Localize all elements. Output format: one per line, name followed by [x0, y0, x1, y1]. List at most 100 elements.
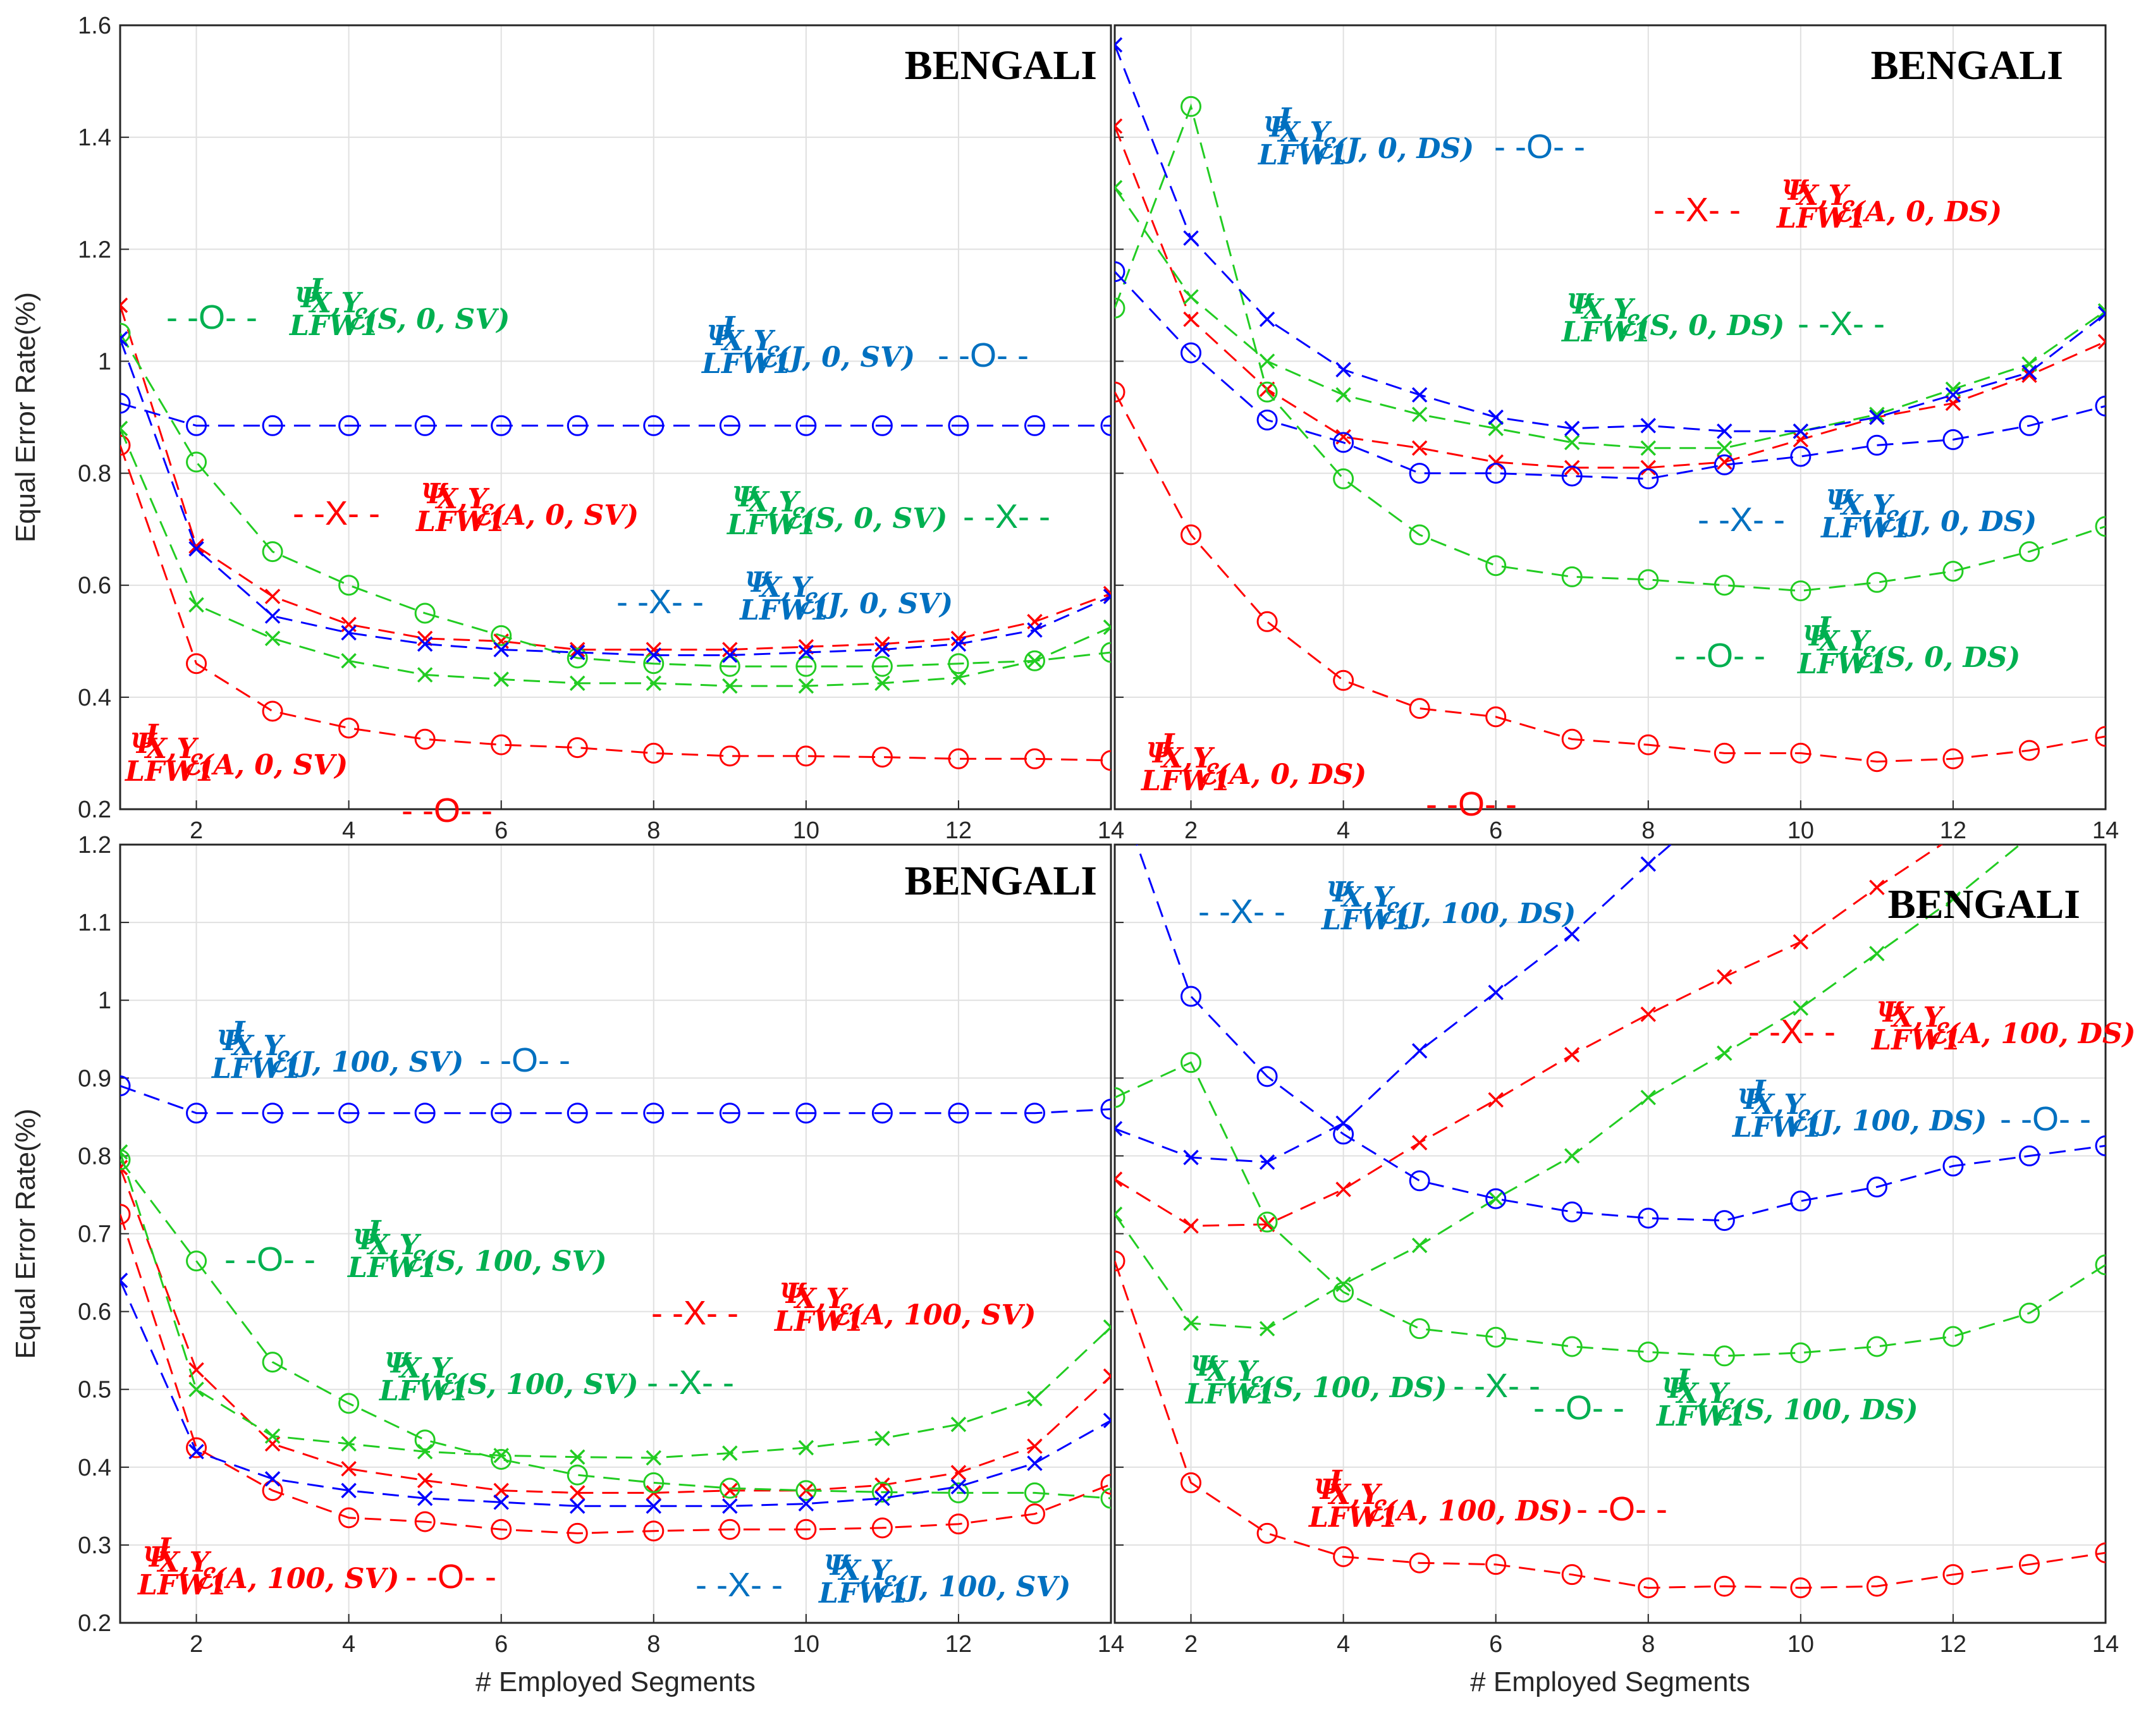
formula-subscript: LFW1 — [1731, 1111, 1822, 1144]
data-point-circle — [1714, 1575, 1735, 1597]
formula-subscript: LFW1 — [415, 506, 506, 538]
data-point-cross — [417, 1443, 433, 1460]
data-point-cross — [417, 667, 433, 683]
data-point-circle — [1790, 1342, 1812, 1364]
series-line-red-o — [1115, 1261, 2106, 1589]
formula-expression: ℰ(A, 0, SV) — [183, 749, 348, 781]
data-point-cross — [120, 331, 128, 347]
data-point-circle — [567, 1103, 588, 1124]
data-point-circle — [491, 734, 512, 755]
data-point-circle — [1866, 1575, 1887, 1597]
panel-watermark: BENGALI — [905, 858, 1097, 904]
panel-watermark: BENGALI — [1888, 881, 2080, 927]
chart-panel-top-right: 2 4 6 8 10 12 14 BENGALI — [1113, 24, 2119, 844]
x-tick-label: 14 — [1098, 817, 1124, 844]
formula-expression: ℰ(S, 0, SV) — [785, 503, 947, 535]
data-point-circle — [643, 415, 665, 436]
data-point-circle — [1333, 1281, 1354, 1303]
data-point-cross — [264, 608, 281, 624]
data-point-circle — [567, 647, 588, 669]
series-line-red-x — [120, 1167, 1111, 1494]
formula-subscript: LFW1 — [773, 1305, 864, 1338]
data-point-circle — [871, 1517, 893, 1539]
data-point-cross — [188, 538, 204, 554]
data-point-circle — [643, 1103, 665, 1124]
formula-subscript: X,Y — [1816, 625, 1871, 657]
x-tick-label: 8 — [647, 817, 660, 844]
y-tick-label: 1.4 — [78, 125, 111, 151]
y-tick-label: 1.1 — [78, 910, 111, 936]
legend-marker-sample: - -X- - — [1748, 1013, 1836, 1051]
data-point-cross — [417, 1472, 433, 1488]
legend-marker-sample: - -X- - — [293, 494, 380, 532]
data-point-circle — [795, 1103, 817, 1124]
formula-symbol: Ψ — [295, 282, 322, 314]
y-tick-label: 0.5 — [78, 1377, 111, 1403]
data-point-circle — [1638, 569, 1659, 590]
formula-symbol: Ψ — [707, 320, 735, 352]
data-point-circle — [795, 415, 817, 436]
series-group — [1115, 37, 2106, 773]
series-line-green-o — [120, 1159, 1111, 1500]
data-point-cross — [1564, 1148, 1580, 1164]
data-point-circle — [1790, 1577, 1812, 1599]
formula-symbol: Ψ — [1782, 174, 1810, 207]
data-point-cross — [120, 420, 128, 436]
formula-subscript: LFW1 — [1320, 904, 1411, 936]
series-group — [120, 297, 1111, 771]
data-point-cross — [493, 1448, 509, 1464]
data-point-circle — [643, 742, 665, 764]
data-point-circle — [1100, 750, 1111, 771]
data-point-cross — [341, 1436, 357, 1452]
data-point-cross — [1564, 1047, 1580, 1063]
data-point-circle — [1942, 1564, 1964, 1586]
data-point-cross — [1717, 1045, 1732, 1061]
data-point-circle — [1561, 465, 1583, 487]
formula-subscript: LFW1 — [346, 1252, 438, 1284]
data-point-cross — [188, 597, 204, 613]
data-point-cross — [1488, 454, 1504, 470]
data-point-circle — [567, 1522, 588, 1544]
y-tick-label: 1.2 — [78, 236, 111, 263]
legend-marker-sample: - -O- - — [1674, 637, 1765, 675]
data-point-circle — [948, 1482, 969, 1503]
legend-marker-sample: - -O- - — [1494, 128, 1585, 166]
data-point-cross — [646, 1498, 662, 1514]
data-point-circle — [871, 656, 893, 677]
data-point-circle — [120, 434, 131, 456]
data-point-cross — [1183, 289, 1199, 305]
formula-subscript: X,Y — [1580, 293, 1635, 326]
data-point-cross — [1259, 311, 1275, 327]
data-point-cross — [1564, 460, 1580, 475]
data-point-cross — [264, 1428, 281, 1444]
data-point-circle — [1115, 381, 1125, 403]
data-point-cross — [1411, 1135, 1428, 1151]
formula-expression: ℰ(A, 0, SV) — [474, 499, 639, 532]
data-point-circle — [1714, 1345, 1735, 1367]
data-point-cross — [1115, 180, 1123, 196]
data-point-cross — [1564, 926, 1580, 942]
data-point-cross — [1103, 1368, 1111, 1385]
data-point-cross — [264, 589, 281, 604]
formula-symbol: Ψ — [421, 478, 449, 510]
y-tick-label: 0.9 — [78, 1065, 111, 1092]
data-point-circle — [1409, 524, 1430, 546]
formula-subscript: X,Y — [745, 486, 800, 518]
data-point-circle — [338, 1103, 360, 1124]
legend-marker-sample: - -X- - — [1453, 1367, 1540, 1405]
legend-marker-sample: - -O- - — [2000, 1100, 2091, 1138]
data-point-circle — [186, 415, 207, 436]
data-point-circle — [1485, 1554, 1507, 1575]
data-point-circle — [1256, 1522, 1278, 1544]
formula-subscript: X,Y — [1839, 489, 1894, 522]
data-point-circle — [1714, 454, 1735, 475]
formula-subscript: X,Y — [144, 733, 199, 765]
